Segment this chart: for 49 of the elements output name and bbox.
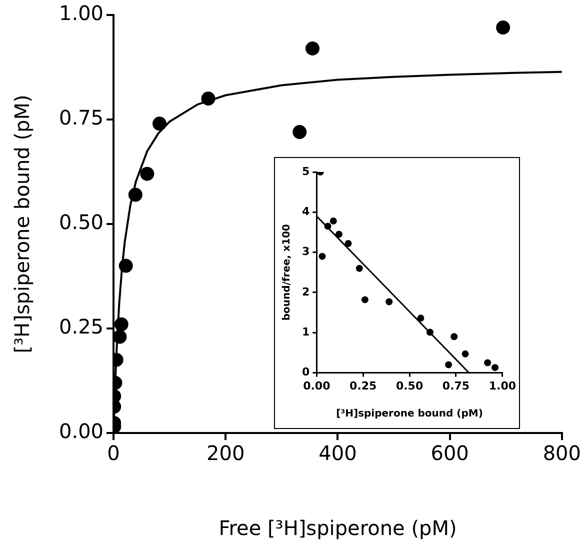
point: [292, 125, 307, 140]
point: [114, 330, 127, 344]
point: [128, 188, 142, 202]
point: [201, 92, 216, 106]
point: [118, 258, 133, 273]
y-axis-title: bound/free, x100: [282, 224, 293, 321]
y-tick-label: 0: [302, 366, 310, 379]
point: [330, 217, 337, 224]
x-tick-label: 200: [206, 441, 245, 466]
point: [114, 317, 128, 332]
x-tick-label: 0.25: [350, 379, 377, 392]
point: [152, 116, 166, 131]
point: [356, 264, 363, 272]
y-tick-label: 2: [302, 285, 310, 298]
point: [417, 314, 424, 322]
x-tick-label: 600: [430, 441, 469, 466]
point: [361, 296, 368, 304]
y-tick-label: 5: [302, 164, 310, 178]
point: [344, 240, 352, 247]
x-tick-label: 400: [318, 441, 357, 466]
x-tick-label: 800: [542, 441, 582, 466]
y-tick-label: 1: [302, 326, 310, 338]
y-tick-label: 1.00: [59, 1, 104, 26]
point: [426, 328, 434, 336]
y-tick-label: 0.75: [59, 106, 104, 130]
point: [484, 359, 492, 366]
point: [450, 333, 458, 340]
point: [324, 222, 332, 230]
y-tick-label: 0.25: [59, 314, 104, 339]
x-tick-label: 0.50: [396, 379, 424, 392]
y-axis-title: [³H]spiperone bound (pM): [10, 94, 34, 354]
point: [306, 41, 320, 56]
x-axis-title: [³H]spiperone bound (pM): [336, 408, 483, 420]
point: [445, 361, 452, 368]
x-axis-title: Free [³H]spiperone (pM): [218, 516, 457, 540]
x-tick-label: 0: [107, 441, 120, 466]
y-tick-label: 0.00: [59, 419, 104, 444]
y-tick-label: 3: [302, 245, 310, 258]
x-tick-label: 1.00: [488, 379, 516, 392]
point: [496, 20, 510, 35]
point: [140, 166, 154, 181]
y-tick-label: 0.50: [59, 210, 104, 234]
point: [462, 350, 469, 358]
point: [335, 230, 342, 238]
x-tick-label: 0.75: [442, 379, 470, 392]
point: [386, 298, 393, 306]
point: [318, 252, 326, 260]
y-tick-label: 4: [302, 205, 310, 218]
point: [492, 364, 498, 372]
